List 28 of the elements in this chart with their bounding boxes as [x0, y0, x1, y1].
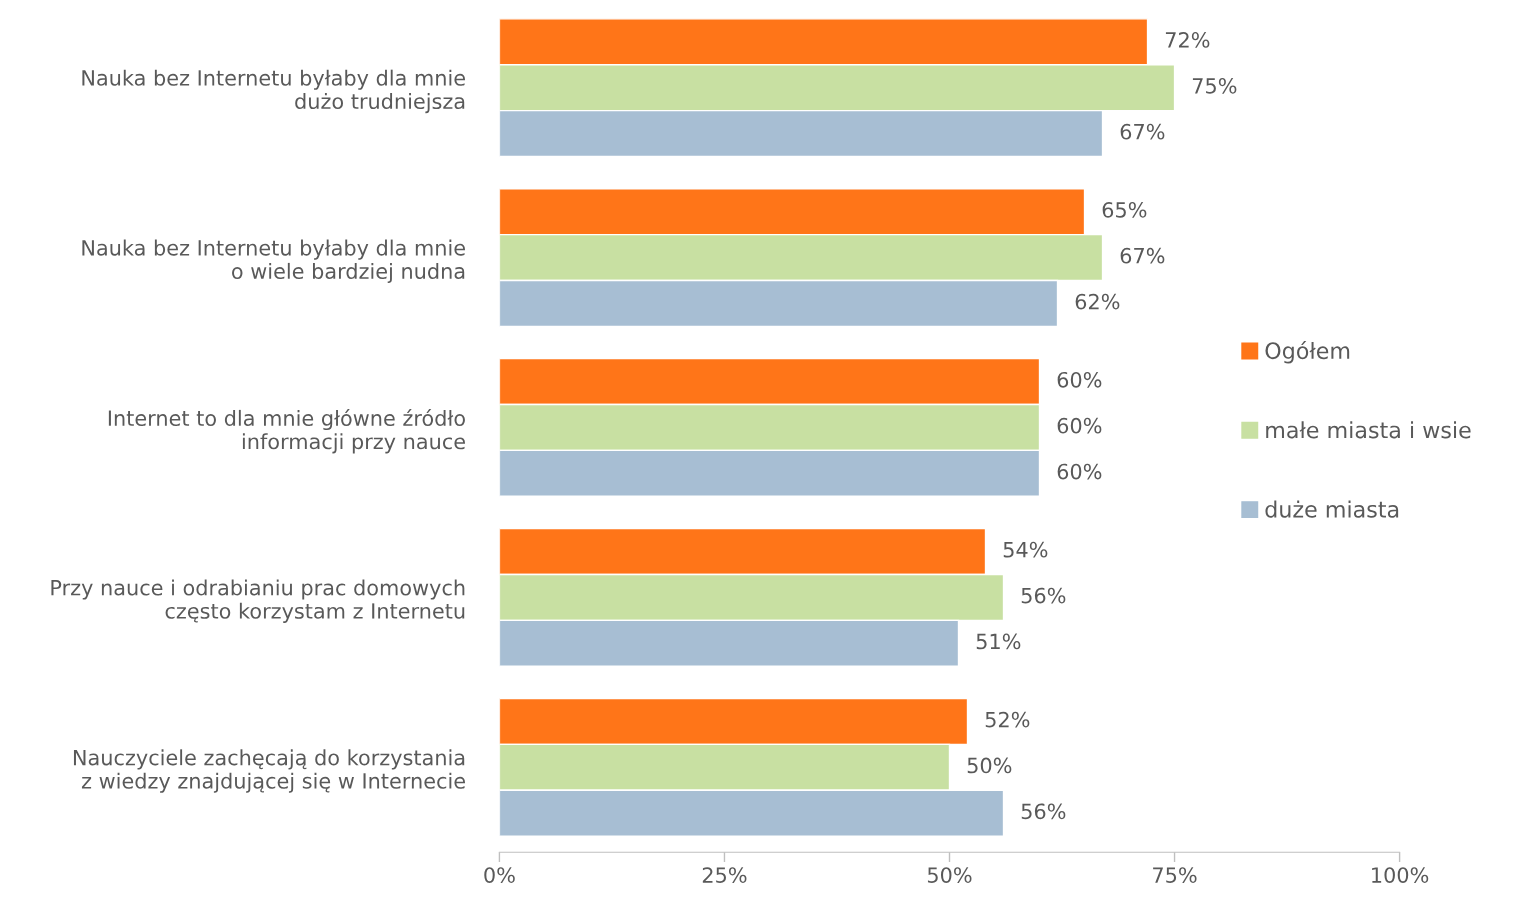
- data-label: 67%: [1120, 247, 1165, 264]
- data-label: 52%: [985, 711, 1030, 728]
- data-label: 54%: [1003, 541, 1048, 558]
- data-label: 60%: [1057, 463, 1102, 480]
- x-tick-label: 75%: [1153, 867, 1197, 883]
- y-tick-label: Nauka bez Internetu byłaby dla mnie o wiele bardziej nudna: [82, 239, 465, 284]
- data-label: 72%: [1165, 32, 1210, 48]
- data-label: 56%: [1021, 803, 1066, 820]
- data-label: 51%: [976, 633, 1021, 650]
- y-tick-label: Nauka bez Internetu byłaby dla mnie dużo trudniejsza: [82, 69, 465, 114]
- data-label: 65%: [1102, 201, 1147, 218]
- y-tick-label: Przy nauce i odrabianiu prac domowych często korzystam z Internetu: [51, 579, 465, 623]
- x-tick-label: 0%: [484, 867, 515, 883]
- data-label: 62%: [1075, 293, 1120, 310]
- data-label: 60%: [1057, 417, 1102, 434]
- x-tick-label: 50%: [927, 867, 972, 883]
- y-tick-label: Internet to dla mnie główne źródło informacji przy nauce: [108, 409, 465, 454]
- legend-label: Ogółem: [1265, 341, 1350, 364]
- legend-label: małe miasta i wsie: [1266, 421, 1471, 439]
- x-tick-label: 100%: [1372, 867, 1429, 883]
- data-label: 75%: [1192, 77, 1237, 94]
- x-tick-label: 25%: [702, 867, 747, 883]
- data-label: 50%: [967, 757, 1012, 774]
- data-label: 60%: [1057, 371, 1102, 388]
- data-label: 56%: [1021, 587, 1066, 604]
- legend-label: duże miasta: [1265, 500, 1399, 518]
- data-label: 67%: [1120, 123, 1165, 140]
- y-tick-label: Nauczyciele zachęcają do korzystania z wiedzy znajdującej się w Internecie: [73, 749, 465, 793]
